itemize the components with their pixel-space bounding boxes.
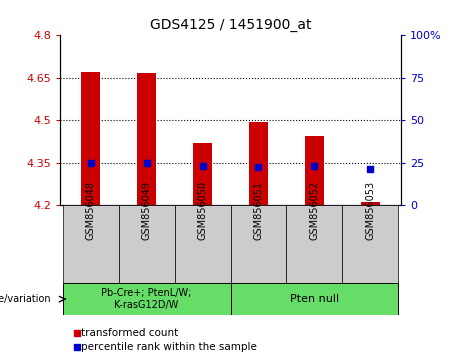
Bar: [81, 72, 100, 205]
Bar: [63, 283, 230, 315]
Bar: [193, 143, 213, 205]
Text: transformed count: transformed count: [81, 328, 178, 338]
Title: GDS4125 / 1451900_at: GDS4125 / 1451900_at: [150, 18, 311, 32]
Text: GSM856051: GSM856051: [254, 181, 264, 240]
Bar: [248, 122, 268, 205]
Text: genotype/variation: genotype/variation: [0, 294, 51, 304]
Bar: [137, 73, 156, 205]
Bar: [63, 205, 118, 283]
Text: GSM856049: GSM856049: [142, 181, 152, 240]
Bar: [118, 205, 175, 283]
Text: Pten null: Pten null: [290, 294, 339, 304]
Bar: [230, 283, 398, 315]
Bar: [361, 202, 380, 205]
Bar: [230, 205, 286, 283]
Bar: [286, 205, 343, 283]
Text: percentile rank within the sample: percentile rank within the sample: [81, 342, 257, 352]
Text: Pb-Cre+; PtenL/W;
K-rasG12D/W: Pb-Cre+; PtenL/W; K-rasG12D/W: [101, 288, 192, 310]
Bar: [175, 205, 230, 283]
Text: GSM856048: GSM856048: [86, 181, 96, 240]
Text: GSM856052: GSM856052: [309, 181, 319, 240]
Text: GSM856053: GSM856053: [365, 181, 375, 240]
Text: GSM856050: GSM856050: [197, 181, 207, 240]
Bar: [305, 136, 324, 205]
Bar: [343, 205, 398, 283]
